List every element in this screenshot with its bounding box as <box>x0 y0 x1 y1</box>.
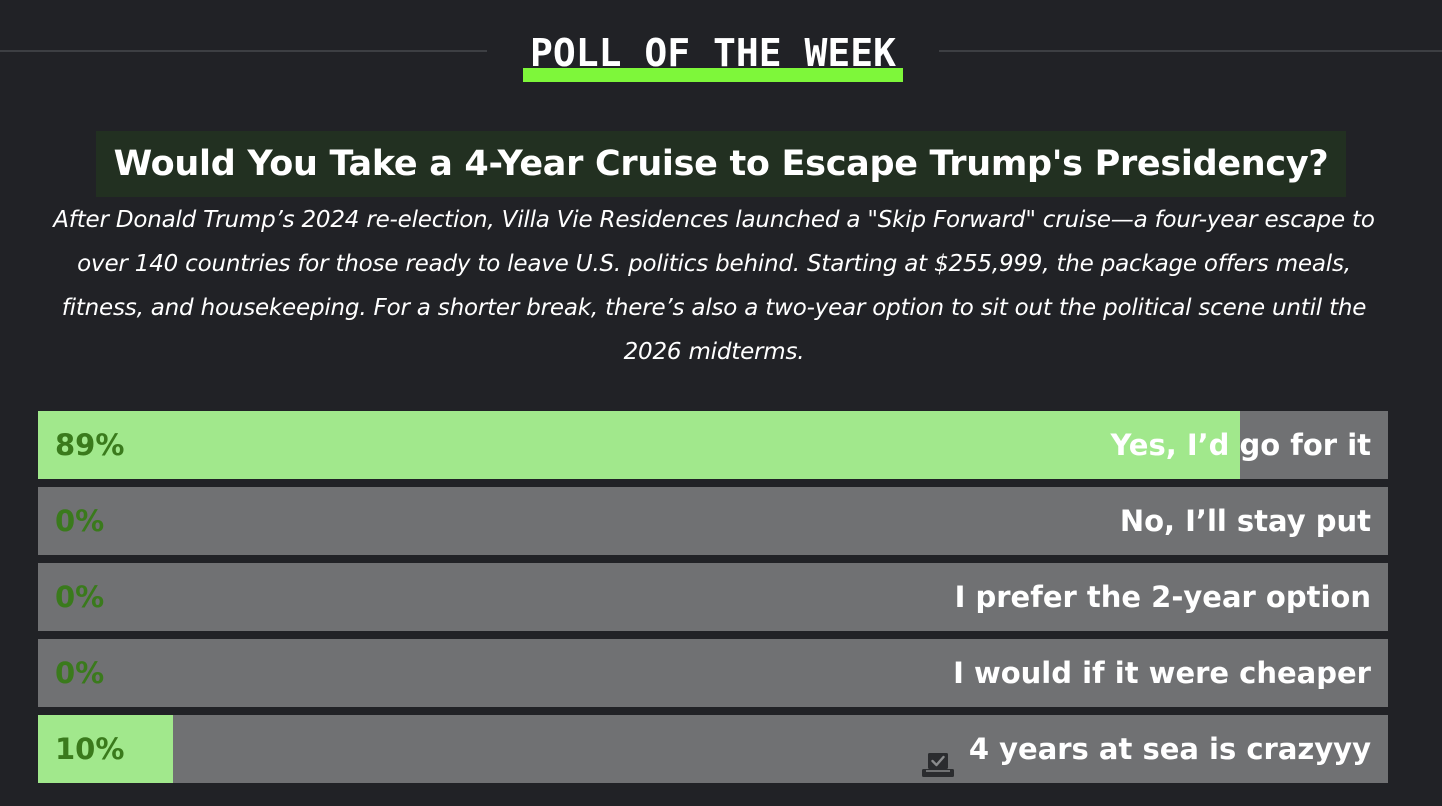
poll-question-wrap: Would You Take a 4-Year Cruise to Escape… <box>0 131 1442 197</box>
poll-option-label-wrap: I prefer the 2-year option <box>955 563 1371 631</box>
poll-option-percent: 10% <box>55 732 125 766</box>
poll-option-2[interactable]: 0% I prefer the 2-year option <box>38 563 1388 631</box>
poll-option-fill <box>38 715 173 783</box>
poll-option-label-wrap: I would if it were cheaper <box>953 639 1371 707</box>
poll-options: 89% Yes, I’d go for it 0% No, I’ll stay … <box>38 411 1388 791</box>
poll-option-label-wrap: No, I’ll stay put <box>1120 487 1371 555</box>
poll-option-label-wrap: 4 years at sea is crazyyy <box>921 715 1371 783</box>
poll-option-label: I would if it were cheaper <box>953 656 1371 690</box>
poll-option-label: 4 years at sea is crazyyy <box>968 732 1371 766</box>
poll-option-4[interactable]: 10% 4 years at sea is crazyyy <box>38 715 1388 783</box>
poll-option-percent: 0% <box>55 656 105 690</box>
poll-option-label: I prefer the 2-year option <box>954 580 1371 614</box>
header-rule-left <box>0 50 487 52</box>
poll-option-label: No, I’ll stay put <box>1119 504 1371 538</box>
poll-option-label: Yes, I’d go for it <box>1110 428 1371 462</box>
poll-option-percent: 89% <box>55 428 125 462</box>
poll-option-label-wrap: Yes, I’d go for it <box>1110 411 1371 479</box>
header-rule-right <box>939 50 1442 52</box>
section-header: POLL OF THE WEEK <box>0 0 1442 100</box>
poll-option-fill <box>38 411 1240 479</box>
poll-option-percent: 0% <box>55 504 105 538</box>
poll-question: Would You Take a 4-Year Cruise to Escape… <box>95 131 1347 197</box>
ballot-box-icon <box>921 735 955 777</box>
poll-option-0[interactable]: 89% Yes, I’d go for it <box>38 411 1388 479</box>
poll-description: After Donald Trump’s 2024 re-election, V… <box>53 207 1375 365</box>
section-title: POLL OF THE WEEK <box>529 31 897 75</box>
section-title-underline <box>523 68 903 82</box>
poll-option-3[interactable]: 0% I would if it were cheaper <box>38 639 1388 707</box>
poll-option-1[interactable]: 0% No, I’ll stay put <box>38 487 1388 555</box>
poll-option-percent: 0% <box>55 580 105 614</box>
